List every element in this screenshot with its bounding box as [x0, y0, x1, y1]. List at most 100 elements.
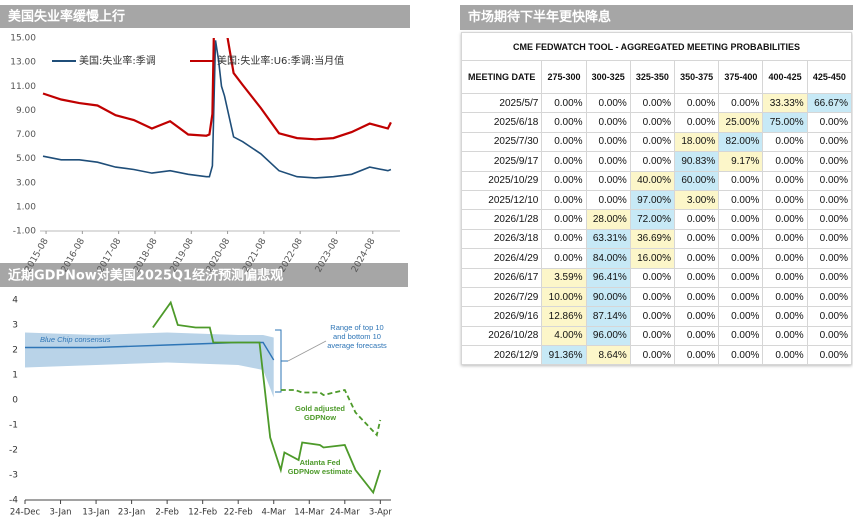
probability-cell: 90.83% [674, 151, 720, 172]
x-tick-label: 23-Jan [118, 508, 145, 518]
probability-cell: 90.00% [585, 286, 631, 308]
meeting-date: 2025/5/7 [460, 92, 543, 114]
column-header: 400-425 [762, 60, 808, 94]
probability-cell: 0.00% [629, 151, 676, 172]
probability-cell: 0.00% [541, 112, 587, 133]
probability-cell: 0.00% [806, 209, 853, 230]
probability-cell: 0.00% [629, 267, 676, 288]
probability-cell: 0.00% [806, 248, 853, 269]
probability-cell: 75.00% [762, 112, 808, 133]
y-tick-label: -1.00 [13, 227, 37, 237]
probability-cell: 0.00% [541, 248, 587, 269]
y-tick-label: 7.00 [16, 130, 36, 140]
probability-cell: 25.00% [718, 112, 764, 133]
y-tick-label: 4 [12, 296, 18, 306]
y-tick-label: 9.00 [16, 106, 36, 116]
series-line [42, 38, 392, 141]
probability-cell: 0.00% [718, 170, 764, 191]
probability-cell: 0.00% [541, 131, 587, 153]
probability-cell: 0.00% [629, 286, 676, 308]
meeting-date: 2025/9/17 [460, 151, 543, 172]
meeting-date: 2026/10/28 [460, 325, 543, 347]
y-tick-label: 2 [12, 346, 18, 356]
probability-cell: 0.00% [806, 345, 853, 366]
probability-cell: 0.00% [762, 306, 808, 327]
meeting-date: 2026/4/29 [460, 248, 543, 269]
probability-cell: 84.00% [585, 248, 631, 269]
meeting-date: 2025/12/10 [460, 189, 543, 211]
series-annotation: Range of top 10 [330, 323, 383, 332]
probability-cell: 0.00% [762, 228, 808, 250]
probability-cell: 0.00% [762, 267, 808, 288]
y-tick-label: 1.00 [16, 202, 36, 212]
probability-cell: 0.00% [674, 267, 720, 288]
table-row: 2025/12/10 0.00% 0.00% 97.00% 3.00% 0.00% 0.00… [460, 189, 853, 211]
y-tick-label: -4 [9, 496, 18, 506]
x-tick-label: 4-Mar [261, 508, 286, 518]
probability-cell: 0.00% [674, 306, 720, 327]
chart-title: 美国失业率缓慢上行 [8, 9, 125, 25]
probability-cell: 8.64% [585, 345, 631, 366]
y-tick-label: 13.00 [10, 58, 36, 68]
meeting-date: 2025/10/29 [460, 170, 543, 191]
meeting-date: 2026/7/29 [460, 286, 543, 308]
column-header: 275-300 [541, 60, 587, 94]
probability-cell: 97.00% [629, 189, 676, 211]
table-title: 市场期待下半年更快降息 [460, 5, 853, 30]
probability-cell: 0.00% [629, 306, 676, 327]
probability-cell: 0.00% [541, 189, 587, 211]
series-annotation: Atlanta Fed [300, 458, 341, 467]
probability-cell: 87.14% [585, 306, 631, 327]
x-tick-label: 24-Dec [10, 508, 41, 518]
probability-cell: 0.00% [585, 151, 631, 172]
probability-cell: 0.00% [762, 131, 808, 153]
probability-cell: 0.00% [674, 248, 720, 269]
probability-cell: 0.00% [762, 248, 808, 269]
probability-cell: 0.00% [541, 228, 587, 250]
probability-cell: 91.36% [541, 345, 587, 366]
probability-cell: 0.00% [762, 151, 808, 172]
probability-cell: 0.00% [718, 248, 764, 269]
probability-cell: 0.00% [806, 325, 853, 347]
probability-cell: 0.00% [806, 112, 853, 133]
probability-cell: 4.00% [541, 325, 587, 347]
x-tick-label: 24-Mar [330, 508, 360, 518]
probability-cell: 63.31% [585, 228, 631, 250]
caption-row: CME FEDWATCH TOOL - AGGREGATED MEETING P… [461, 32, 852, 61]
meeting-date: 2026/1/28 [460, 209, 543, 230]
charts: 美国失业率缓慢上行 近期GDPNow对美国2025Q1经济预测偏悲观 15.00… [0, 5, 410, 518]
column-header: 425-450 [806, 60, 853, 94]
table-row: 2025/7/30 0.00% 0.00% 0.00% 18.00% 82.00% 0.00… [460, 131, 853, 153]
probability-cell: 18.00% [674, 131, 720, 153]
y-tick-label: -2 [9, 446, 18, 456]
probability-cell: 0.00% [541, 151, 587, 172]
probability-cell: 0.00% [629, 131, 676, 153]
meeting-date: 2026/6/17 [460, 267, 543, 288]
column-header: 300-325 [585, 60, 631, 94]
x-tick-label: 12-Feb [188, 508, 217, 518]
probability-cell: 0.00% [585, 92, 631, 114]
probability-cell: 0.00% [629, 345, 676, 366]
series-line [42, 40, 392, 179]
meeting-date: 2026/12/9 [460, 345, 543, 366]
probability-cell: 72.00% [629, 209, 676, 230]
y-tick-label: 11.00 [10, 82, 36, 92]
probability-cell: 96.41% [585, 267, 631, 288]
probability-cell: 0.00% [718, 92, 764, 114]
probability-cell: 0.00% [762, 345, 808, 366]
probability-cell: 0.00% [629, 112, 676, 133]
series-annotation: Gold adjusted [295, 404, 345, 413]
table-row: 2025/10/29 0.00% 0.00% 40.00% 60.00% 0.00% 0.0… [460, 170, 853, 191]
probability-cell: 40.00% [629, 170, 676, 191]
probability-cell: 0.00% [718, 325, 764, 347]
y-tick-label: 0 [12, 396, 18, 406]
probability-cell: 0.00% [806, 131, 853, 153]
probability-cell: 96.00% [585, 325, 631, 347]
probability-cell: 0.00% [806, 189, 853, 211]
column-header: 375-400 [718, 60, 764, 94]
range-bracket [275, 329, 288, 393]
probability-cell: 0.00% [674, 345, 720, 366]
table-row: 2025/6/18 0.00% 0.00% 0.00% 0.00% 25.00% 75.00… [460, 112, 853, 133]
table-row: 2026/7/29 10.00% 90.00% 0.00% 0.00% 0.00% 0.00… [460, 286, 853, 308]
probability-cell: 0.00% [806, 170, 853, 191]
